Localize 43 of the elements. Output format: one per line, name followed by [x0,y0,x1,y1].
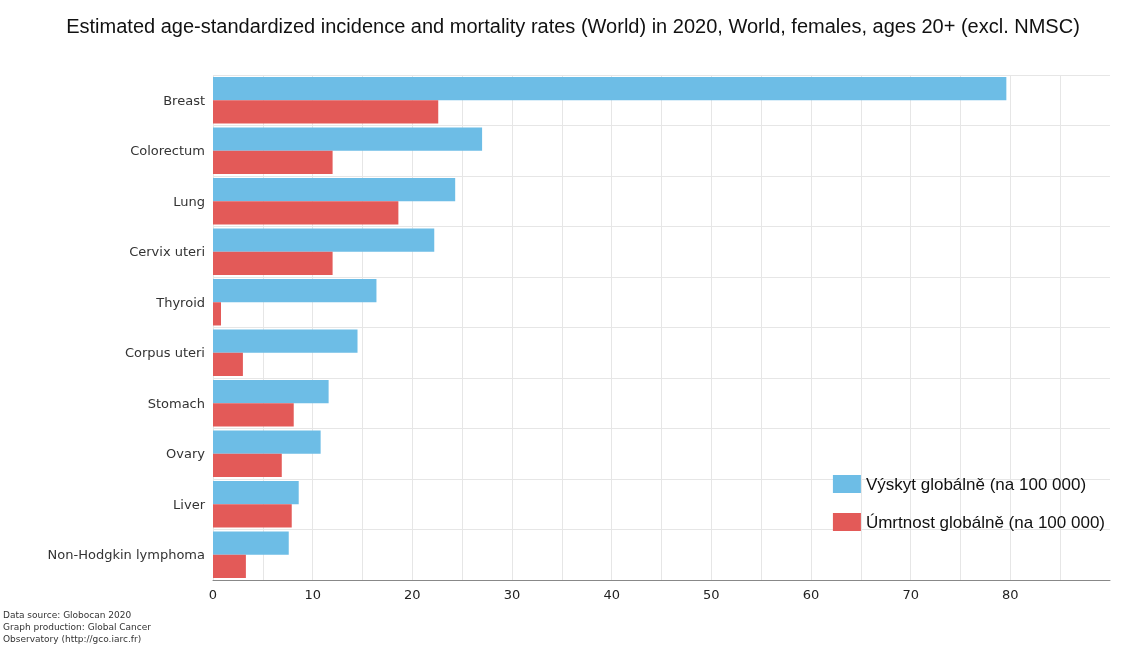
source-note: Data source: Globocan 2020 Graph production: Global Cancer Observatory (http://gco.iarc.fr) [3,610,152,644]
legend-label: Výskyt globálně (na 100 000) [865,474,1087,494]
bar [213,100,439,124]
chart-title: Estimated age-standardized incidence and mortality rates (World) in 2020, World, females, ages 20+ (excl. NMSC) [66,15,1080,37]
y-tick-label: Lung [173,193,205,209]
legend-label: Úmrtnost globálně (na 100 000) [865,512,1106,532]
x-tick-label: 70 [902,587,919,602]
bar [213,352,243,376]
bar [213,403,294,427]
bar [213,150,333,174]
x-tick-label: 80 [1002,587,1019,602]
y-tick-label: Breast [163,92,205,108]
bar [213,201,399,225]
bar [213,178,456,202]
bar [213,453,282,477]
bar [213,329,358,353]
x-tick-label: 10 [304,587,321,602]
bar [213,554,246,578]
bar [213,77,1007,101]
x-tick-label: 20 [404,587,421,602]
bar [213,531,289,555]
y-tick-label: Liver [173,496,206,512]
y-tick-label: Ovary [166,446,206,462]
y-tick-label: Non-Hodgkin lymphoma [47,547,205,563]
bar [213,380,329,404]
y-tick-label: Stomach [147,395,205,411]
x-tick-label: 50 [703,587,720,602]
bar [213,127,483,151]
bar [213,279,377,303]
y-tick-label: Colorectum [130,143,205,159]
x-tick-label: 0 [208,587,218,602]
bar [213,251,333,275]
x-tick-label: 30 [503,587,521,602]
bar [213,504,292,528]
bar [213,430,321,454]
x-tick-label: 60 [802,587,820,602]
x-tick-label: 40 [603,587,620,602]
y-tick-label: Thyroid [155,294,205,310]
bar [213,481,299,505]
bar [213,228,435,252]
bar [213,302,221,326]
y-tick-label: Corpus uteri [124,345,205,361]
y-tick-label: Cervix uteri [129,244,205,260]
